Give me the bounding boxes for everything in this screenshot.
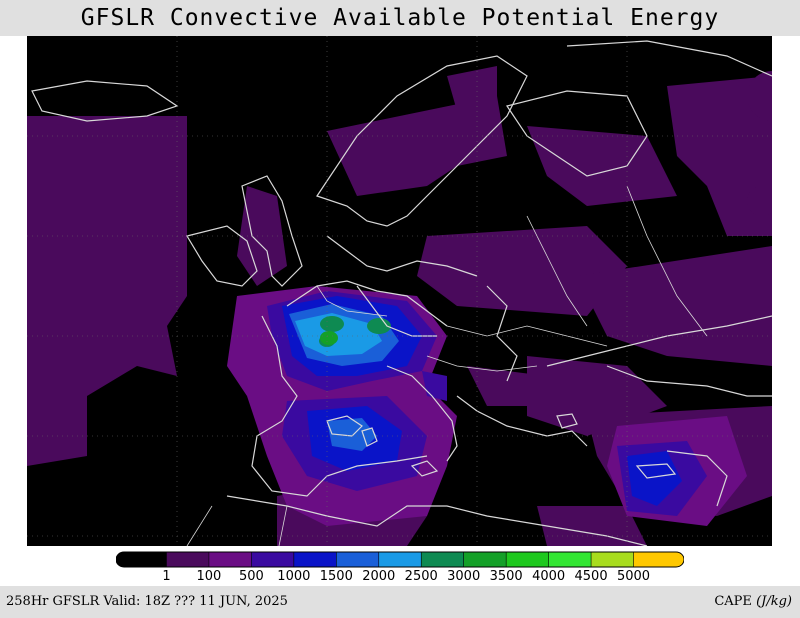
map-panel xyxy=(27,36,772,546)
graticule xyxy=(27,36,772,546)
colorbar-segment xyxy=(336,552,380,567)
valid-time-text: 258Hr GFSLR Valid: 18Z ??? 11 JUN, 2025 xyxy=(6,594,288,609)
colorbar-segment xyxy=(463,552,507,567)
cape-field-3500 xyxy=(320,331,338,345)
page-title: GFSLR Convective Available Potential Ene… xyxy=(80,5,720,31)
cape-field-2500 xyxy=(295,313,382,356)
colorbar-label: 3000 xyxy=(447,569,481,584)
colorbar-label: 5000 xyxy=(616,569,651,584)
colorbar-segment xyxy=(208,552,252,567)
colorbar xyxy=(116,551,684,568)
colorbar-label: 2500 xyxy=(404,569,438,584)
colorbar-label: 1000 xyxy=(277,569,311,584)
colorbar-label: 1 xyxy=(162,569,171,584)
colorbar-cap-right xyxy=(676,552,684,567)
units-text: CAPE (J/kg) xyxy=(714,594,792,609)
colorbar-label: 1500 xyxy=(319,569,353,584)
colorbar-segment xyxy=(548,552,592,567)
colorbar-segment xyxy=(293,552,337,567)
border-lines xyxy=(186,185,708,546)
colorbar-label: 4500 xyxy=(574,569,608,584)
colorbar-segment xyxy=(124,552,167,567)
colorbar-segment xyxy=(506,552,550,567)
colorbar-segment xyxy=(251,552,295,567)
colorbar-label: 4000 xyxy=(532,569,566,584)
colorbar-segment xyxy=(421,552,465,567)
colorbar-cap-left xyxy=(116,552,124,567)
title-bar: GFSLR Convective Available Potential Ene… xyxy=(0,0,800,36)
colorbar-segment xyxy=(378,552,422,567)
colorbar-labels: 1 100 500 1000 1500 2000 2500 3000 3500 4000 4500 5… xyxy=(0,569,800,585)
colorbar-segment xyxy=(591,552,635,567)
units-value: (J/kg) xyxy=(756,594,792,609)
colorbar-segment xyxy=(166,552,210,567)
footer-bar: 258Hr GFSLR Valid: 18Z ??? 11 JUN, 2025 … xyxy=(0,586,800,618)
colorbar-label: 3500 xyxy=(489,569,523,584)
cape-map xyxy=(27,36,772,546)
colorbar-outline xyxy=(116,551,684,568)
colorbar-label: 2000 xyxy=(362,569,396,584)
colorbar-label: 500 xyxy=(238,569,264,584)
colorbar-label: 100 xyxy=(196,569,222,584)
colorbar-segment xyxy=(633,552,677,567)
